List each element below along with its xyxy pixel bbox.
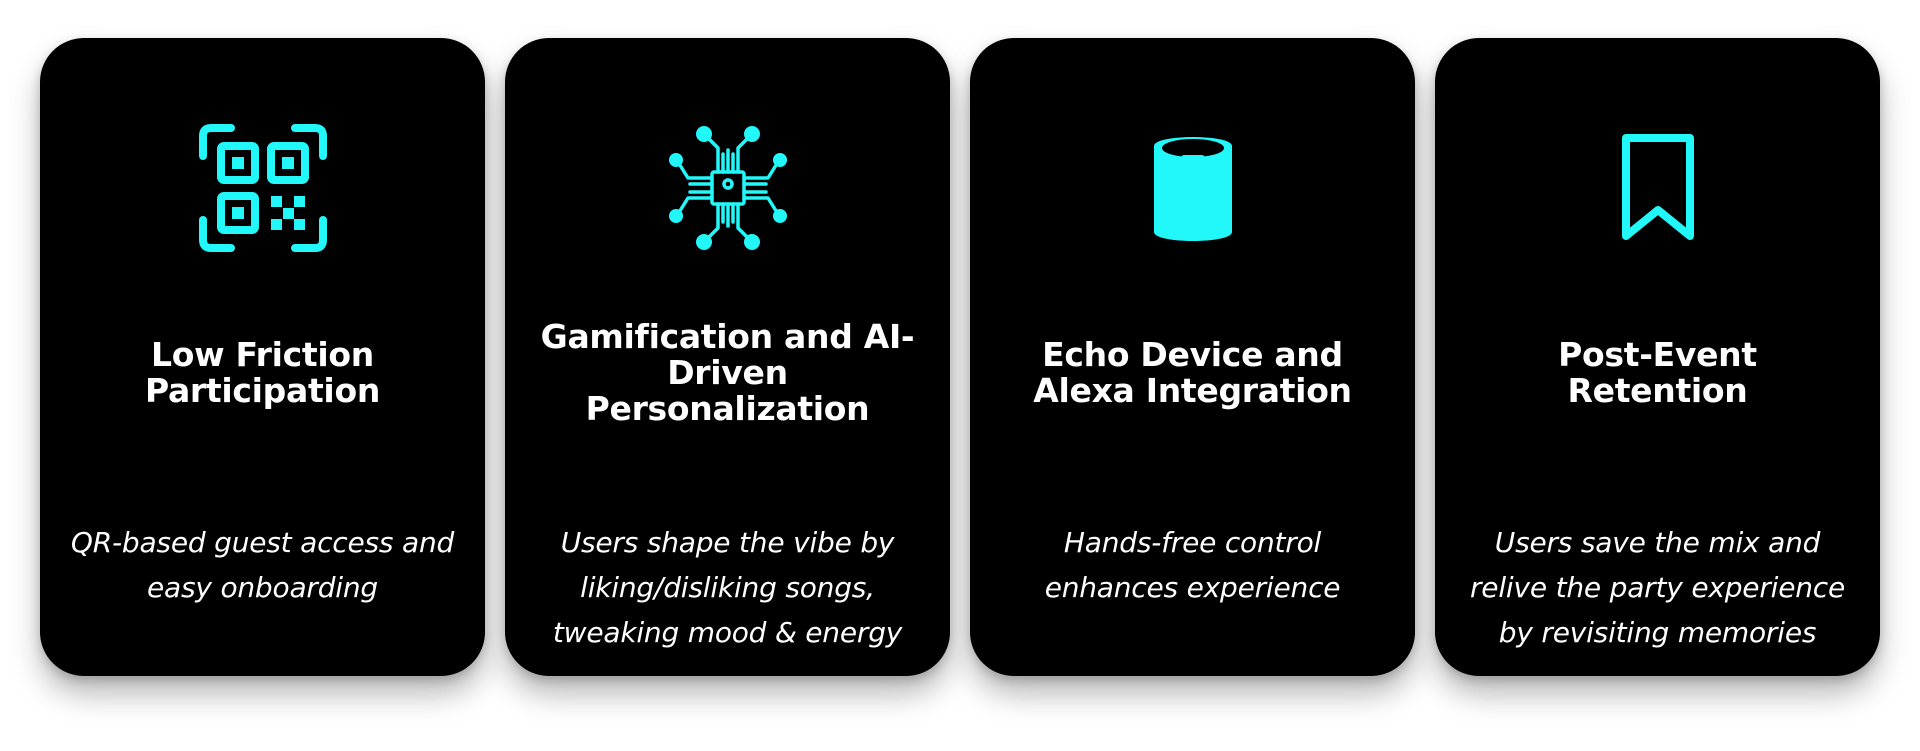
card-description: Users shape the vibe by liking/disliking… <box>552 526 903 649</box>
card-title: Gamification and AI-Driven Personalizati… <box>540 317 915 428</box>
ai-chip-icon <box>505 120 950 256</box>
feature-card-gamification: Gamification and AI-Driven Personalizati… <box>505 38 950 676</box>
card-title: Post-Event Retention <box>1558 335 1757 410</box>
card-title: Echo Device and Alexa Integration <box>1033 335 1352 410</box>
feature-cards: Low Friction Participation QR-based gues… <box>40 38 1880 676</box>
echo-device-icon <box>970 120 1415 256</box>
card-description: QR-based guest access and easy onboardin… <box>70 526 455 604</box>
card-title: Low Friction Participation <box>144 335 381 410</box>
qr-code-icon <box>40 120 485 256</box>
bookmark-icon <box>1435 120 1880 256</box>
feature-card-low-friction: Low Friction Participation QR-based gues… <box>40 38 485 676</box>
feature-card-echo: Echo Device and Alexa Integration Hands-… <box>970 38 1415 676</box>
card-description: Users save the mix and relive the party … <box>1469 526 1846 649</box>
card-description: Hands-free control enhances experience <box>1044 526 1341 604</box>
feature-card-retention: Post-Event Retention Users save the mix … <box>1435 38 1880 676</box>
